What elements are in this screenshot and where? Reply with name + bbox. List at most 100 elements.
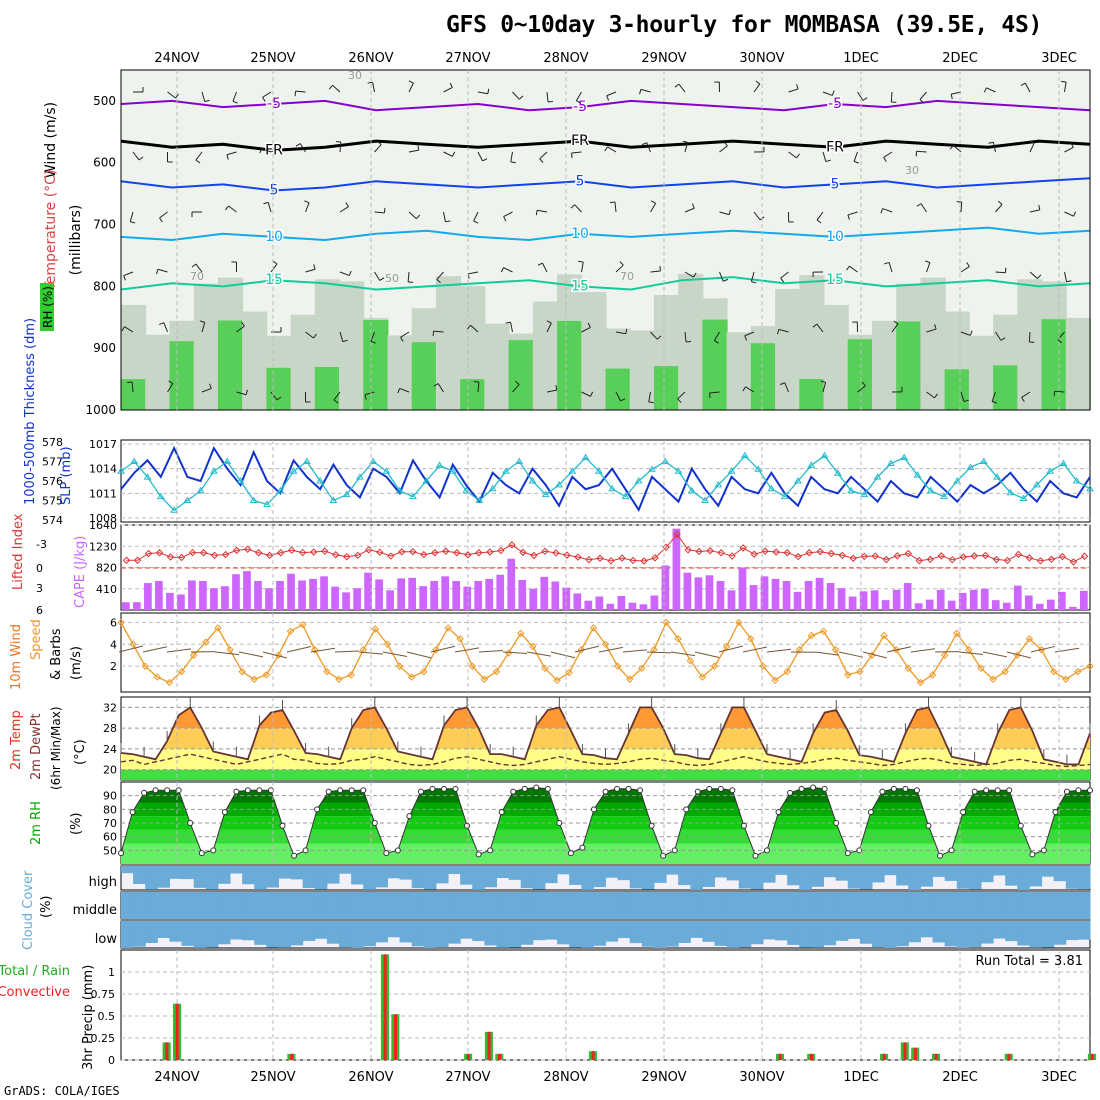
lifted-index-point [640, 557, 648, 565]
li-tick-label: 0 [36, 562, 43, 575]
cape-bar [584, 600, 593, 610]
thickness-point [833, 469, 842, 476]
rh2m-point [337, 787, 344, 794]
wind10-barb [862, 651, 888, 659]
cloud-bar [884, 892, 897, 919]
lifted-index-point [155, 549, 164, 557]
cloud-bar [448, 866, 461, 875]
rh2m-point [879, 788, 886, 795]
cloud-bar [666, 892, 679, 919]
wind10-barb [910, 648, 936, 653]
wind-barb-flag [138, 156, 144, 161]
cloud-bar [169, 866, 183, 879]
lifted-index-point [243, 545, 252, 553]
thickness-point [422, 477, 431, 484]
cloud-bar [762, 866, 776, 883]
wind-barb [991, 391, 996, 402]
wind-barb-flag [925, 260, 931, 264]
wind10-speed-point [165, 678, 174, 687]
cloud-bar [968, 866, 982, 890]
rh2m-point [625, 785, 632, 792]
rh2m-point [452, 785, 459, 792]
rh2m-point [844, 850, 851, 857]
rh2m-point [533, 784, 540, 791]
cloud-bar [726, 866, 740, 881]
date-label-bottom: 1DEC [843, 1070, 879, 1085]
wind-barb-flag [1037, 274, 1042, 279]
wind-barb [995, 204, 1003, 213]
cloud-bar [653, 866, 667, 883]
lifted-index-point [827, 549, 835, 558]
cloud-bar [544, 921, 558, 940]
thickness-point [289, 467, 298, 474]
rh2m-point [1029, 851, 1036, 858]
lifted-index-point [684, 546, 692, 554]
thickness-line [120, 454, 1091, 512]
cloud-bar [593, 892, 606, 919]
cape-bar [210, 588, 218, 610]
wind-barb [470, 324, 479, 333]
wind-barb-flag [195, 159, 201, 164]
cloud-bar [823, 921, 837, 946]
cape-bar [683, 572, 692, 610]
rh2m-point [325, 788, 332, 795]
cape-bar [540, 576, 549, 610]
cloud-bar [1041, 892, 1055, 919]
wind-barb [437, 383, 444, 393]
contour-label: 15 [265, 272, 283, 288]
rh-shade [387, 335, 413, 410]
cloud-bar [1017, 892, 1030, 919]
cape-bar [639, 604, 648, 610]
upper-panel: -5 -5 -5 FR FR FR 5 5 5 10 10 10 15 15 15 30 70 50 30 70 500… [40, 69, 1091, 417]
cape-bar [573, 593, 582, 610]
thickness-point [117, 467, 125, 474]
wind10-barb [742, 646, 768, 653]
wind-barb [1029, 209, 1040, 213]
rh2m-point [994, 787, 1001, 794]
rh2m-point [960, 809, 967, 816]
wind-barb [228, 205, 237, 213]
wind10-barb [358, 651, 384, 655]
wind-barb [408, 211, 417, 220]
cape-bar [397, 578, 405, 610]
date-label-top: 28NOV [543, 51, 588, 66]
rh-shade-green [799, 379, 825, 410]
cloud-bar [629, 892, 643, 919]
precip-convective-bar [809, 1053, 813, 1060]
cape-bar [419, 586, 428, 610]
cloud-bar [944, 921, 958, 947]
wind-barb-flag [295, 143, 301, 147]
cape-bar [705, 575, 714, 610]
cloud-bar [508, 921, 522, 948]
cloud-bar [351, 921, 364, 948]
cloud-bar [762, 892, 776, 919]
wind-barb [270, 391, 278, 401]
wind-barb [339, 271, 350, 277]
cape-bar [826, 583, 835, 610]
wind10-speed-point [1062, 675, 1070, 683]
cloud-bar [145, 892, 158, 919]
rh-shade-green [314, 366, 341, 410]
cape-bar [441, 576, 450, 610]
rh2m-point [498, 809, 505, 816]
wind-barb-flag [861, 381, 866, 387]
cape-bar [661, 565, 670, 610]
cloud-bar [448, 892, 461, 919]
cloud-bar [1053, 892, 1067, 919]
date-label-bottom: 30NOV [739, 1070, 784, 1085]
wind10-speed-point [371, 625, 380, 633]
rh2m-point [256, 787, 263, 794]
cloud-bar [133, 866, 146, 885]
lifted-index-point [728, 552, 736, 560]
cape-bar [617, 596, 626, 610]
lifted-index-point [706, 547, 714, 555]
thickness-tick-label: 574 [42, 514, 63, 527]
wind10-speed-point [819, 627, 828, 635]
temp2m-band [121, 748, 1090, 770]
lifted-index-point [882, 555, 890, 564]
cape-bar [771, 578, 780, 610]
thickness-point [701, 496, 709, 503]
wind-barb [882, 208, 893, 213]
wind-barb-flag [466, 324, 471, 330]
